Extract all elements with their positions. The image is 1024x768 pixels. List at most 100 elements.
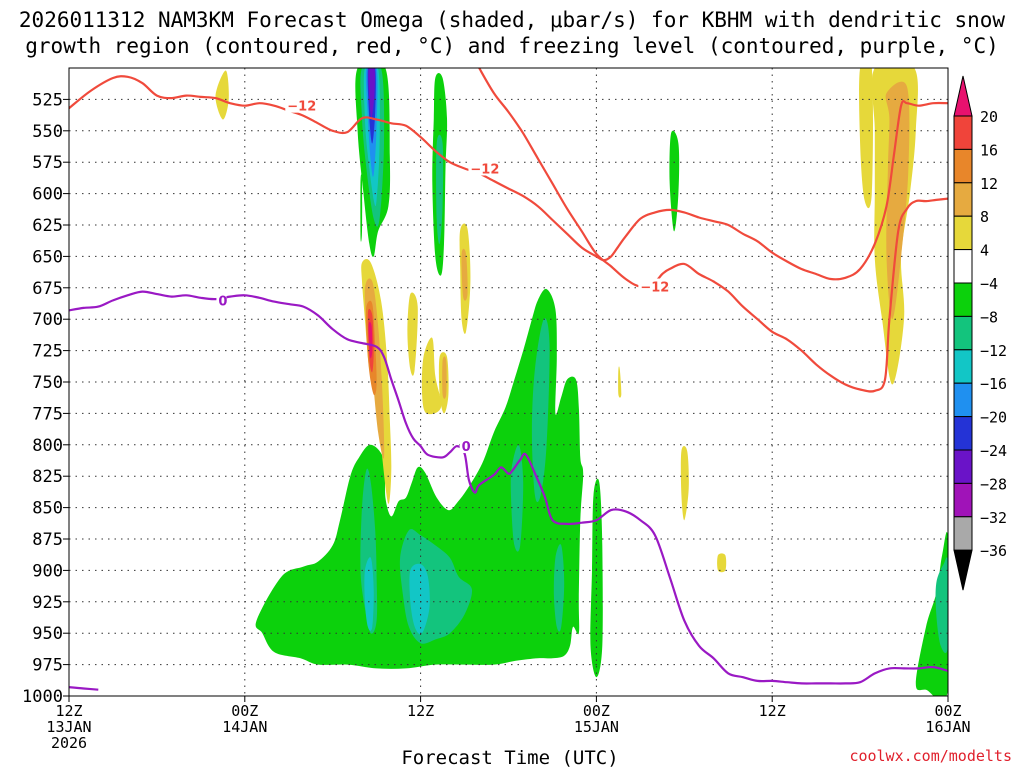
plot-area: −12 −12 −12 0 0 xyxy=(68,67,949,704)
contour-label-bg-dgz_upper-1 xyxy=(468,160,499,176)
contour-label-bg-freezing-1 xyxy=(459,438,470,454)
terrain xyxy=(69,696,948,704)
contour-freezing-left-edge xyxy=(69,686,99,691)
colorbar-tick-label-4: 4 xyxy=(980,242,989,260)
y-tick-label-800: 800 xyxy=(32,436,63,456)
x-tick-label-36-line2: 15JAN xyxy=(574,718,619,736)
omega-region-38 xyxy=(717,553,727,573)
x-tick-label-24-line1: 12Z xyxy=(407,702,434,720)
omega-region-13 xyxy=(669,130,680,232)
omega-region-21 xyxy=(553,544,565,632)
contour-label-dgz_upper-1: −12 xyxy=(470,162,499,177)
colorbar-bin-bottom-triangle xyxy=(953,549,973,591)
colorbar-bin-8 xyxy=(953,349,973,384)
colorbar-bin-7 xyxy=(953,315,973,351)
omega-region-31 xyxy=(421,337,442,415)
omega-region-22 xyxy=(590,478,603,678)
omega-region-20 xyxy=(510,444,524,552)
contour-label-freezing-0: 0 xyxy=(218,294,227,309)
contour-label-freezing-1: 0 xyxy=(462,440,471,455)
x-axis-title: Forecast Time (UTC) xyxy=(401,747,618,768)
y-tick-label-975: 975 xyxy=(32,656,63,676)
x-tick-label-48-line1: 12Z xyxy=(759,702,786,720)
colorbar-bin-1 xyxy=(953,115,973,150)
omega-region-18 xyxy=(364,557,374,631)
y-tick-label-950: 950 xyxy=(32,624,63,644)
omega-region-29 xyxy=(368,321,373,359)
omega-region-14 xyxy=(255,288,584,669)
terrain-fill xyxy=(69,696,948,704)
omega-region-3 xyxy=(859,68,874,209)
y-tick-label-775: 775 xyxy=(32,404,63,424)
omega-region-2 xyxy=(885,81,910,320)
omega-region-10 xyxy=(360,174,363,242)
colorbar: 20 16 12 8 4 −4 −8 −12 −16 −20 −24 −28 −32 −36 xyxy=(953,75,1007,591)
omega-region-12 xyxy=(436,134,444,245)
omega-region-0 xyxy=(215,70,229,120)
colorbar-tick-label-13: −36 xyxy=(980,542,1007,560)
colorbar-bin-10 xyxy=(953,416,973,451)
y-tick-label-725: 725 xyxy=(32,342,63,362)
x-tick-label-0-line2: 13JAN xyxy=(46,718,91,736)
grid xyxy=(69,68,948,696)
y-tick-label-900: 900 xyxy=(32,561,63,581)
contour-label-bg-dgz_upper-0 xyxy=(285,97,316,113)
contour-dgz-lower xyxy=(478,68,948,393)
colorbar-tick-label-0: 20 xyxy=(980,108,998,126)
colorbar-bin-4 xyxy=(953,215,973,251)
title-line-2: growth region (contoured, red, °C) and f… xyxy=(25,34,999,58)
contours: −12 −12 −12 0 0 xyxy=(69,68,948,691)
y-tick-label-825: 825 xyxy=(32,467,63,487)
colorbar-bin-9 xyxy=(953,382,973,418)
colorbar-tick-label-5: −4 xyxy=(980,275,998,293)
colorbar-bin-2 xyxy=(953,148,973,184)
title-line-1: 2026011312 NAM3KM Forecast Omega (shaded… xyxy=(19,8,1006,32)
y-tick-label-1000: 1000 xyxy=(22,687,63,707)
x-tick-label-36-line1: 00Z xyxy=(583,702,610,720)
colorbar-bin-12 xyxy=(953,482,973,518)
x-tick-label-12-line1: 00Z xyxy=(231,702,258,720)
y-tick-label-550: 550 xyxy=(32,122,63,142)
x-tick-label-60-line2: 16JAN xyxy=(925,718,970,736)
omega-region-36 xyxy=(618,366,622,398)
colorbar-tick-label-3: 8 xyxy=(980,208,989,226)
omega-region-17 xyxy=(409,563,430,635)
contour-label-dgz_lower-0: −12 xyxy=(640,281,669,296)
y-tick-label-650: 650 xyxy=(32,247,63,267)
y-tick-label-700: 700 xyxy=(32,310,63,330)
colorbar-tick-label-6: −8 xyxy=(980,308,998,326)
x-tick-label-0-line3: 2026 xyxy=(51,734,87,752)
colorbar-bin-3 xyxy=(953,182,973,217)
colorbar-bin-13 xyxy=(953,516,973,551)
contour-label-bg-freezing-0 xyxy=(216,292,227,308)
y-tick-label-750: 750 xyxy=(32,373,63,393)
y-tick-label-925: 925 xyxy=(32,593,63,613)
y-tick-label-575: 575 xyxy=(32,153,63,173)
contour-freezing xyxy=(69,290,948,685)
colorbar-tick-label-12: −32 xyxy=(980,509,1007,527)
y-tick-label-625: 625 xyxy=(32,216,63,236)
colorbar-tick-label-8: −16 xyxy=(980,375,1007,393)
y-tick-label-850: 850 xyxy=(32,499,63,519)
x-tick-label-0-line1: 12Z xyxy=(55,702,82,720)
x-tick-label-60-line1: 00Z xyxy=(934,702,961,720)
colorbar-tick-label-11: −28 xyxy=(980,475,1007,493)
colorbar-tick-label-1: 16 xyxy=(980,141,998,159)
omega-region-30 xyxy=(407,292,418,376)
omega-region-9 xyxy=(368,68,376,119)
contour-dgz-upper xyxy=(69,75,948,281)
credit-text: coolwx.com/modelts xyxy=(849,747,1012,765)
omega-region-37 xyxy=(680,445,689,521)
omega-shading xyxy=(215,68,948,696)
contour-label-dgz_upper-0: −12 xyxy=(287,100,316,115)
colorbar-bin-5 xyxy=(953,249,973,284)
y-tick-label-675: 675 xyxy=(32,279,63,299)
colorbar-tick-label-10: −24 xyxy=(980,442,1007,460)
omega-region-33 xyxy=(442,356,447,399)
colorbar-tick-label-7: −12 xyxy=(980,342,1007,360)
y-axis: 525 550 575 600 625 650 675 700 725 750 775 800 825 8… xyxy=(22,90,69,707)
colorbar-bin-6 xyxy=(953,282,973,317)
colorbar-bin-11 xyxy=(953,449,973,484)
